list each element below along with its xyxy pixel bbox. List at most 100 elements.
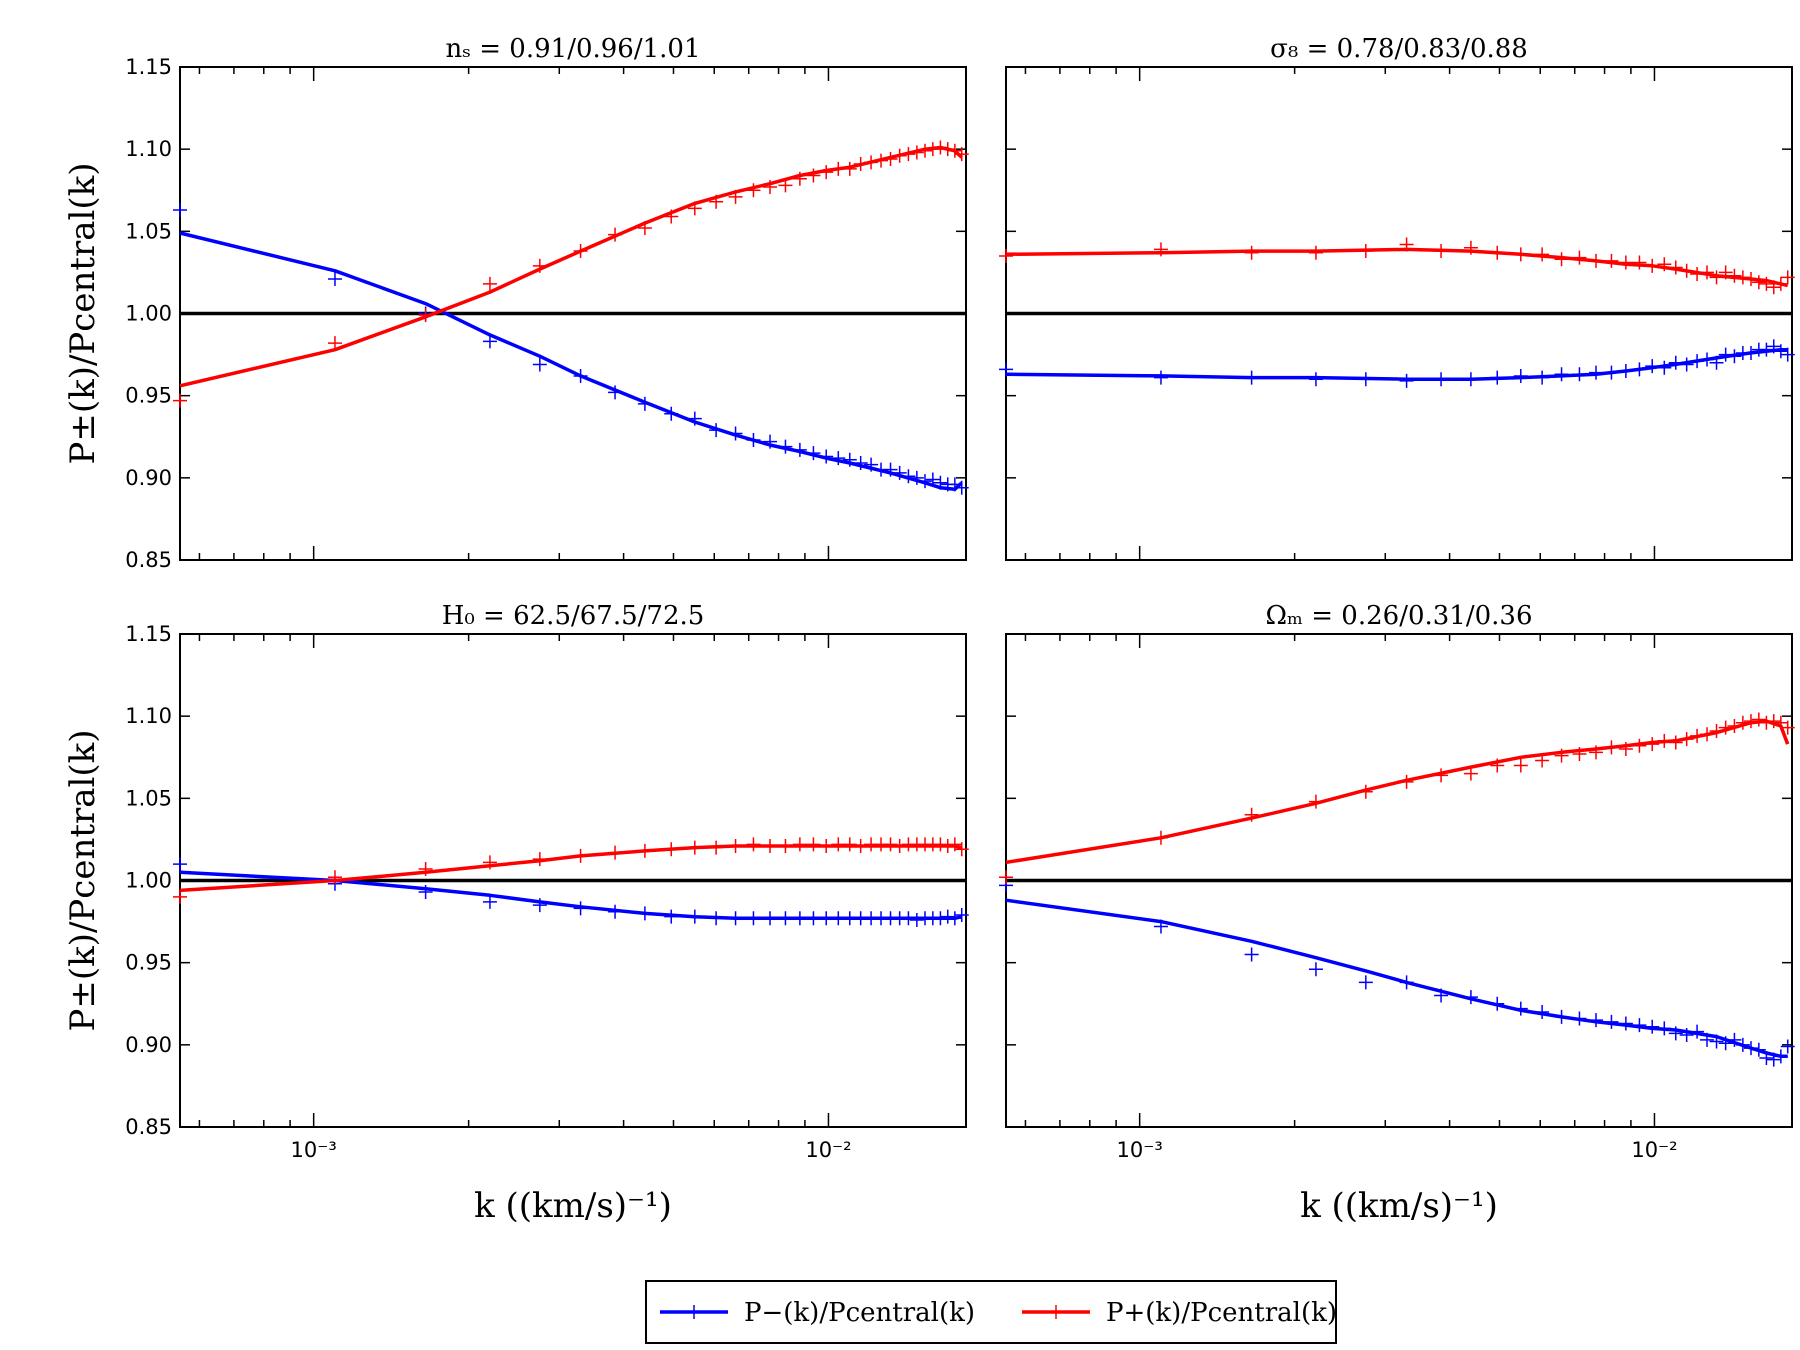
marker-plus [1766,280,1781,295]
marker-minus [1645,359,1660,374]
marker-plus [573,244,588,259]
marker-minus [1535,370,1550,385]
marker-plus [1554,748,1569,763]
marker-minus [763,434,778,449]
series-line-plus [179,145,963,388]
marker-plus [1679,732,1694,747]
marker-plus [999,248,1013,263]
marker-plus [1604,740,1619,755]
marker-minus [532,357,547,372]
marker-minus [1727,1032,1742,1047]
marker-minus [1645,1019,1660,1034]
marker-minus [482,334,497,349]
marker-plus [573,848,588,863]
marker-plus [1572,250,1587,265]
marker-minus [883,462,898,477]
marker-plus [1759,715,1774,730]
marker-plus [482,855,497,870]
x-tick-label: 10⁻³ [291,1138,337,1162]
marker-plus [778,838,793,853]
marker-plus [819,838,834,853]
marker-plus [1700,727,1715,742]
marker-minus [947,477,962,492]
marker-plus [763,838,778,853]
panel-title: nₛ = 0.91/0.96/1.01 [445,34,700,64]
marker-minus [947,911,962,926]
marker-plus [1744,271,1758,286]
marker-minus [173,857,187,872]
marker-plus [806,837,821,852]
marker-plus [1780,720,1795,735]
marker-minus [1727,349,1742,364]
panel-4: Ωₘ = 0.26/0.31/0.36 10⁻³ 10⁻² [999,601,1795,1162]
marker-plus [925,142,940,157]
marker-minus [954,908,969,923]
marker-plus [1513,247,1528,262]
marker-minus [418,885,433,900]
marker-plus [901,147,916,162]
marker-plus [482,276,497,291]
marker-minus [842,452,857,467]
marker-minus [709,911,724,926]
series-line-minus [1005,347,1788,381]
marker-plus [1690,728,1705,743]
marker-minus [1604,1014,1619,1029]
marker-minus [1434,372,1449,387]
marker-plus [327,870,342,885]
marker-plus [1618,742,1633,757]
marker-plus [1657,733,1672,748]
marker-plus [1244,245,1259,260]
marker-plus [1554,252,1569,267]
x-axis-label: k ((km/s)⁻¹) [474,1186,672,1226]
y-tick-label: 0.95 [125,384,172,408]
marker-plus [418,861,433,876]
marker-plus [1780,270,1795,285]
marker-plus [1759,276,1774,291]
x-tick-label: 10⁻² [1631,1138,1677,1162]
marker-plus [1490,758,1505,773]
y-tick-label: 1.05 [125,786,172,810]
marker-minus [1554,367,1569,382]
marker-plus [1766,714,1781,729]
marker-minus [909,470,924,485]
marker-plus [892,148,907,163]
marker-plus [1632,255,1647,270]
panel-title: Ωₘ = 0.26/0.31/0.36 [1265,601,1532,631]
marker-plus [728,838,743,853]
marker-plus [1153,242,1168,257]
marker-minus [1572,367,1587,382]
marker-plus [874,153,889,168]
marker-minus [1718,1036,1733,1051]
marker-minus [1463,990,1478,1005]
marker-minus [1618,1016,1633,1031]
panel-2: σ₈ = 0.78/0.83/0.88 [999,34,1795,561]
marker-plus [792,171,807,186]
marker-minus [1399,975,1414,990]
marker-minus [746,911,761,926]
marker-minus [819,449,834,464]
marker-minus [482,894,497,909]
marker-plus [1535,753,1550,768]
legend-label-plus: P+(k)/Pcentral(k) [1106,1298,1337,1328]
marker-plus [1709,723,1724,738]
marker-minus [1153,919,1168,934]
marker-minus [1744,1041,1758,1056]
marker-plus [1463,766,1478,781]
marker-plus [1463,240,1478,255]
marker-plus [1718,265,1733,280]
marker-plus [1589,745,1604,760]
marker-minus [954,480,969,495]
marker-plus [327,336,342,351]
marker-plus [1399,774,1414,789]
panel-title: H₀ = 62.5/67.5/72.5 [442,601,705,631]
series-line-minus [179,231,963,492]
marker-plus [664,842,679,857]
marker-plus [1308,794,1323,809]
marker-plus [664,209,679,224]
legend: P−(k)/Pcentral(k) P+(k)/Pcentral(k) [645,1280,1337,1344]
marker-minus [532,898,547,913]
marker-plus [1690,267,1705,282]
marker-minus [1463,372,1478,387]
marker-minus [819,911,834,926]
marker-minus [901,911,916,926]
